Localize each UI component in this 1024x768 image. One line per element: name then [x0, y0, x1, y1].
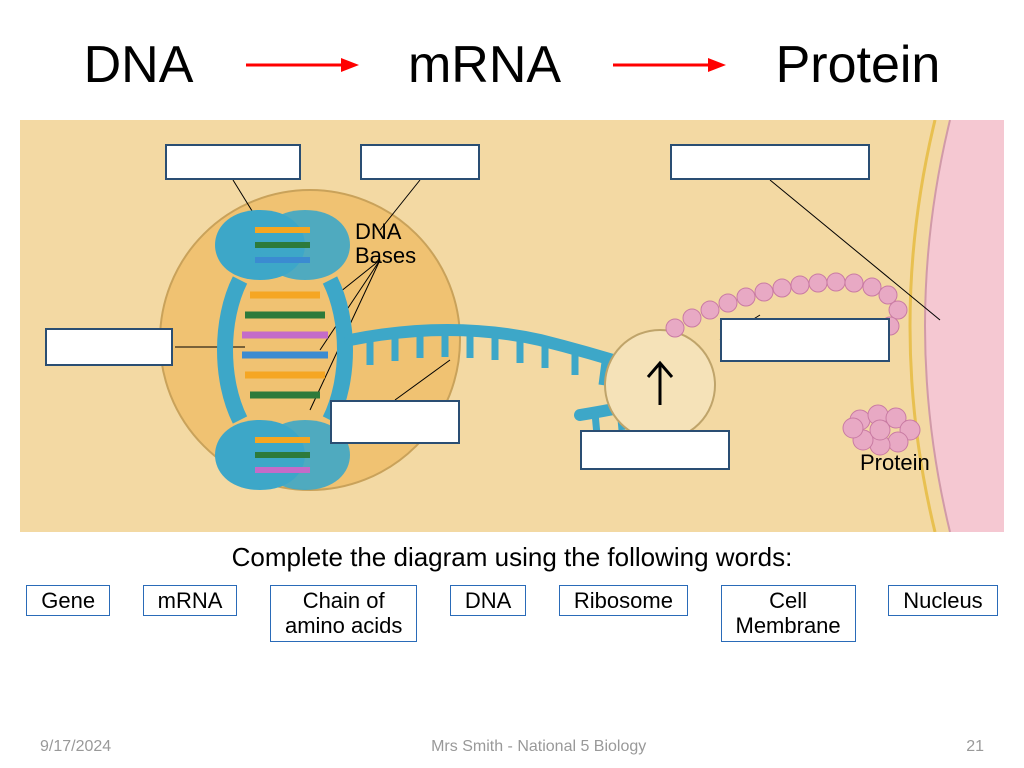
footer-center: Mrs Smith - National 5 Biology — [431, 738, 646, 756]
blank-box[interactable] — [165, 144, 301, 180]
word-bank: Gene mRNA Chain of amino acids DNA Ribos… — [0, 573, 1024, 642]
blank-box[interactable] — [45, 328, 173, 366]
instruction-text: Complete the diagram using the following… — [0, 542, 1024, 573]
arrow-icon — [241, 50, 361, 80]
word-gene[interactable]: Gene — [26, 585, 110, 616]
word-ribosome[interactable]: Ribosome — [559, 585, 688, 616]
word-mrna[interactable]: mRNA — [143, 585, 238, 616]
blank-box[interactable] — [360, 144, 480, 180]
header-protein: Protein — [776, 35, 941, 95]
word-chain-amino[interactable]: Chain of amino acids — [270, 585, 417, 642]
word-dna[interactable]: DNA — [450, 585, 526, 616]
word-nucleus[interactable]: Nucleus — [888, 585, 997, 616]
protein-static-label: Protein — [860, 450, 930, 476]
footer-date: 9/17/2024 — [40, 738, 111, 756]
header-mrna: mRNA — [408, 35, 561, 95]
arrow-icon — [608, 50, 728, 80]
dna-bases-label: DNA Bases — [355, 220, 416, 268]
blank-box[interactable] — [670, 144, 870, 180]
header-dna: DNA — [84, 35, 194, 95]
slide-footer: 9/17/2024 Mrs Smith - National 5 Biology… — [0, 738, 1024, 756]
blank-box[interactable] — [580, 430, 730, 470]
blank-box[interactable] — [330, 400, 460, 444]
blank-box[interactable] — [720, 318, 890, 362]
header-flow: DNA mRNA Protein — [0, 0, 1024, 120]
footer-page: 21 — [966, 738, 984, 756]
cell-diagram: DNA Bases Protein — [20, 120, 1004, 532]
word-cell-membrane[interactable]: Cell Membrane — [721, 585, 856, 642]
